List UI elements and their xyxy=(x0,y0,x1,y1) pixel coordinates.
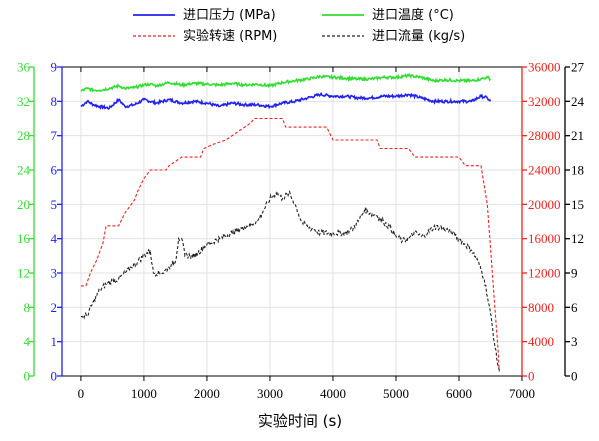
y-axis-left-inner: 0 1 2 3 4 5 6 7 8 9 xyxy=(51,60,63,384)
x-tick-label: 0 xyxy=(78,386,85,401)
y-tick-label: 12 xyxy=(571,231,584,246)
y-tick-label: 15 xyxy=(571,197,584,212)
legend: 进口压力 (MPa) 进口温度 (°C) 实验转速 (RPM) 进口流量 (kg/s) xyxy=(133,7,465,44)
y-tick-label: 18 xyxy=(571,163,584,178)
y-tick-label: 3 xyxy=(571,334,578,349)
legend-item: 进口压力 (MPa) xyxy=(133,8,276,23)
legend-item: 实验转速 (RPM) xyxy=(133,28,277,44)
x-tick-label: 7000 xyxy=(509,386,535,401)
plot-frame xyxy=(61,66,523,377)
y-tick-label: 20 xyxy=(17,197,30,212)
y-tick-label: 36 xyxy=(17,60,31,75)
y-tick-label: 6 xyxy=(571,300,578,315)
x-tick-label: 3000 xyxy=(257,386,283,401)
y-tick-label: 8 xyxy=(24,300,31,315)
y-tick-label: 8 xyxy=(51,94,58,109)
y-tick-label: 0 xyxy=(51,369,58,384)
x-tick-label: 6000 xyxy=(446,386,472,401)
legend-item: 进口温度 (°C) xyxy=(322,7,454,23)
y-tick-label: 0 xyxy=(24,369,31,384)
y-tick-label: 28 xyxy=(17,128,30,143)
y-tick-label: 24 xyxy=(17,163,31,178)
y-tick-label: 0 xyxy=(528,369,535,384)
y-tick-label: 24000 xyxy=(528,163,561,178)
y-tick-label: 27 xyxy=(571,60,585,75)
y-tick-label: 24 xyxy=(571,94,585,109)
legend-label: 进口流量 (kg/s) xyxy=(372,29,465,44)
legend-item: 进口流量 (kg/s) xyxy=(322,29,465,44)
series-line-1 xyxy=(80,91,492,111)
y-tick-label: 4000 xyxy=(528,334,554,349)
y-tick-label: 9 xyxy=(571,266,578,281)
y-tick-label: 4 xyxy=(51,231,58,246)
x-tick-label: 1000 xyxy=(131,386,157,401)
y-tick-label: 12000 xyxy=(528,266,561,281)
y-tick-label: 16 xyxy=(17,231,31,246)
grid-lines xyxy=(62,67,522,376)
x-tick-label: 2000 xyxy=(194,386,220,401)
y-tick-label: 32 xyxy=(17,94,30,109)
x-tick-label: 5000 xyxy=(383,386,409,401)
axes: 0 1000 2000 3000 4000 5000 6000 700004812162024… xyxy=(17,60,585,402)
y-tick-label: 32000 xyxy=(528,94,561,109)
series-line-4 xyxy=(80,190,500,371)
y-tick-label: 6 xyxy=(51,163,58,178)
y-axis-left-outer: 0 4 8 12 16 20 24 28 32 36 xyxy=(17,60,35,384)
series-lines xyxy=(80,72,500,372)
y-tick-label: 5 xyxy=(51,197,58,212)
y-tick-label: 0 xyxy=(571,369,578,384)
y-tick-label: 1 xyxy=(51,334,58,349)
x-axis-label: 实验时间 (s) xyxy=(258,412,342,430)
y-tick-label: 2 xyxy=(51,300,58,315)
y-axis-right-outer: 0 3 6 9 12 15 18 21 24 27 xyxy=(564,60,585,384)
x-tick-label: 4000 xyxy=(320,386,346,401)
y-tick-label: 36000 xyxy=(528,60,561,75)
legend-label: 进口压力 (MPa) xyxy=(183,8,276,23)
y-tick-label: 12 xyxy=(17,266,30,281)
y-tick-label: 4 xyxy=(24,334,31,349)
series-line-2 xyxy=(80,72,492,93)
y-axis-right-inner: 0 4000 8000 12000 16000 20000 24000 28000 32000 3… xyxy=(521,60,561,384)
y-tick-label: 20000 xyxy=(528,197,561,212)
y-tick-label: 9 xyxy=(51,60,58,75)
y-tick-label: 16000 xyxy=(528,231,561,246)
y-tick-label: 3 xyxy=(51,266,58,281)
series-line-3 xyxy=(80,117,500,372)
y-tick-label: 28000 xyxy=(528,128,561,143)
y-tick-label: 7 xyxy=(51,128,58,143)
y-tick-label: 21 xyxy=(571,128,584,143)
legend-label: 进口温度 (°C) xyxy=(372,7,454,23)
legend-label: 实验转速 (RPM) xyxy=(183,28,277,44)
y-tick-label: 8000 xyxy=(528,300,554,315)
